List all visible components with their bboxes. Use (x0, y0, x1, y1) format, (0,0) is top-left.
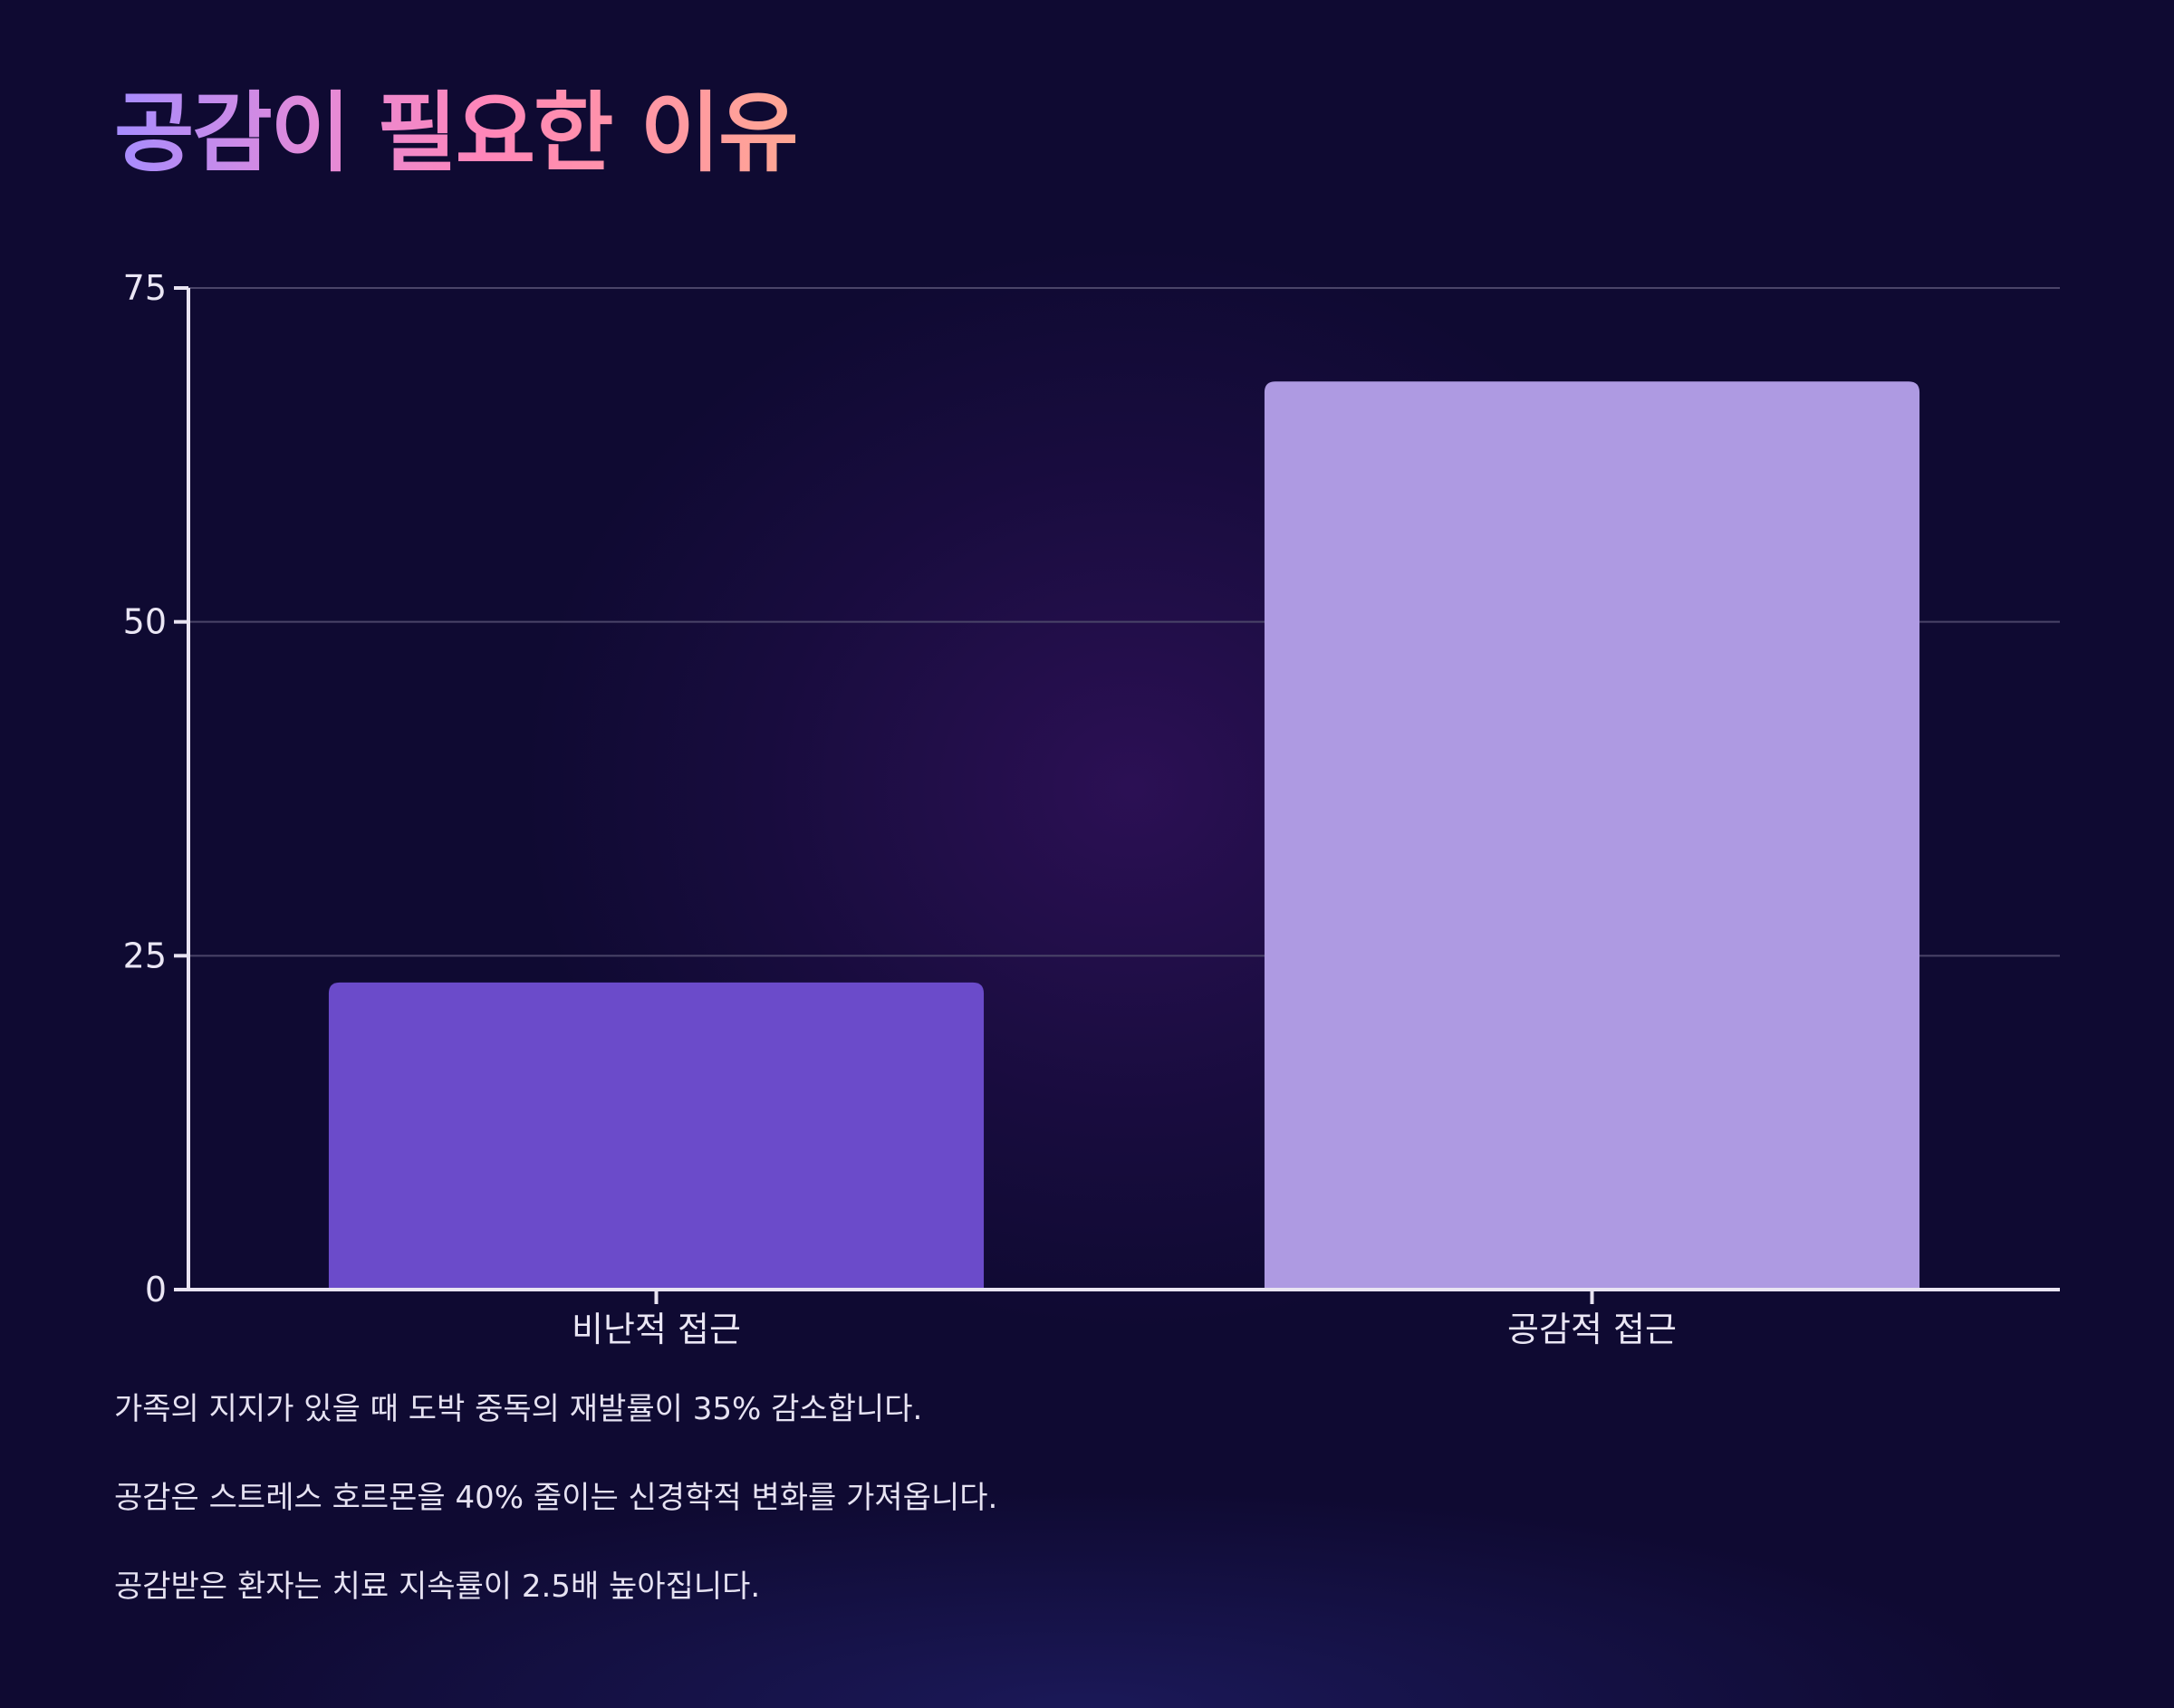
x-tick-label: 비난적 접근 (572, 1310, 741, 1349)
axes (174, 286, 2060, 1304)
note-item: 가족의 지지가 있을 때 도박 중독의 재발률이 35% 감소합니다. (114, 1391, 923, 1427)
note-item: 공감은 스트레스 호르몬을 40% 줄이는 신경학적 변화를 가져옵니다. (114, 1480, 998, 1516)
bar (328, 982, 985, 1290)
y-tick-label: 50 (123, 602, 167, 642)
bars (328, 381, 1920, 1290)
y-tick-label: 75 (123, 268, 167, 308)
note-item: 공감받은 환자는 치료 지속률이 2.5배 높아집니다. (114, 1569, 761, 1605)
y-tick-label: 0 (145, 1270, 167, 1310)
x-tick-labels: 비난적 접근 공감적 접근 (572, 1310, 1677, 1349)
notes-list: 가족의 지지가 있을 때 도박 중독의 재발률이 35% 감소합니다. 공감은 … (114, 1384, 997, 1650)
page-title: 공감이 필요한 이유 (114, 74, 798, 192)
y-tick-labels: 0 25 50 75 (123, 268, 167, 1310)
bar (1264, 381, 1920, 1290)
x-tick-label: 공감적 접근 (1507, 1310, 1677, 1349)
y-tick-label: 25 (123, 936, 167, 975)
